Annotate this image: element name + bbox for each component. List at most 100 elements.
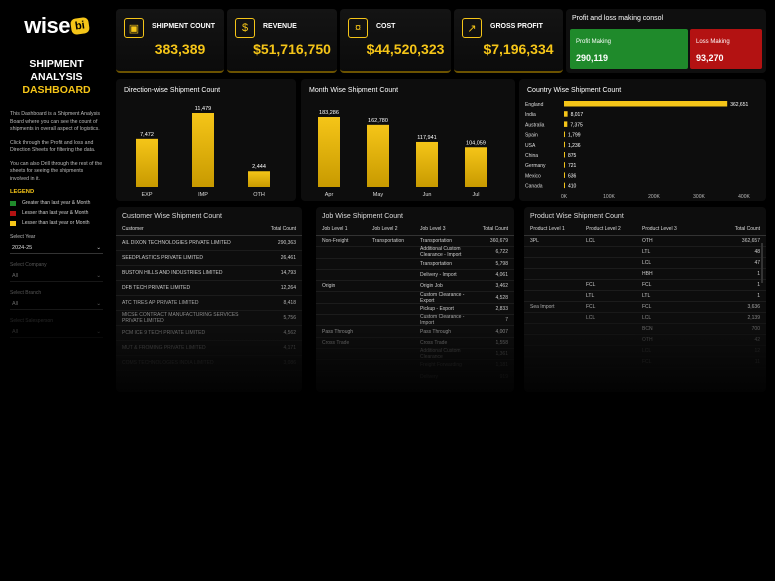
table-row[interactable]: Delivery - Import 4,061: [316, 270, 514, 282]
legend-label: Lesser than last year & Month: [22, 210, 89, 216]
table-cell: 8,418: [283, 300, 296, 306]
table-row[interactable]: 3PL LCL OTH 362,657: [524, 236, 766, 247]
data-label: 362,651: [730, 102, 748, 108]
column-header[interactable]: Total Count: [734, 226, 760, 232]
bar: [136, 138, 158, 187]
table-row[interactable]: MICSE CONTRACT MANUFACTURING SERVICES PR…: [116, 311, 302, 326]
legend-item: Lesser than last year or Month: [10, 220, 103, 226]
column-header[interactable]: Product Level 3: [642, 226, 677, 232]
bar: [367, 124, 389, 187]
table-cell: COMS TECHNOLOGIES INDIA LIMITED: [122, 360, 214, 366]
scrollbar[interactable]: [761, 243, 763, 283]
loss-making-value: 93,270: [696, 53, 724, 63]
table-cell: LTL: [586, 293, 595, 299]
table-row[interactable]: DFB TECH PRIVATE LIMITED 12,264: [116, 281, 302, 296]
table-row[interactable]: LCL 47: [524, 258, 766, 269]
table-row[interactable]: LCL 12: [524, 346, 766, 357]
filter-company-value: All: [12, 273, 19, 279]
column-header[interactable]: Job Level 1: [322, 226, 348, 232]
kpi-value: $51,716,750: [253, 41, 331, 57]
table-row[interactable]: OTH 42: [524, 335, 766, 346]
column-header[interactable]: Job Level 3: [420, 226, 446, 232]
kpi-card-revenue[interactable]: $ REVENUE $51,716,750: [227, 9, 337, 73]
bar: [564, 111, 568, 117]
filter-company-label: Select Company: [10, 262, 47, 268]
table-row[interactable]: Custom Clearance - Export 4,528: [316, 292, 514, 304]
table-row[interactable]: Non-Freight Transportation Transportation 3…: [316, 236, 514, 248]
column-header[interactable]: Product Level 1: [530, 226, 565, 232]
table-row[interactable]: AIL DIXON TECHNOLOGIES PRIVATE LIMITED 29…: [116, 236, 302, 251]
table-row[interactable]: FCL FCL 1: [524, 280, 766, 291]
table-cell: LCL: [642, 260, 652, 266]
table-row[interactable]: Additional Custom Clearance - Import 6,72…: [316, 246, 514, 259]
category-label: May: [373, 192, 384, 198]
table-row[interactable]: ATC TIRES AP PRIVATE LIMITED 8,418: [116, 296, 302, 311]
filter-year-select[interactable]: 2024-25 ⌄: [10, 243, 103, 254]
table-row[interactable]: FCL 11: [524, 357, 766, 368]
table-row[interactable]: Sea Import FCL FCL 3,636: [524, 302, 766, 313]
kpi-card-shipment-count[interactable]: ▣ SHIPMENT COUNT 383,389: [116, 9, 224, 73]
table-row[interactable]: BCN 700: [524, 324, 766, 335]
table-row[interactable]: Transportation 5,798: [316, 259, 514, 270]
kpi-label: COST: [376, 23, 396, 30]
kpi-card-cost[interactable]: ¤ COST $44,520,323: [340, 9, 451, 73]
logo-word: wise: [24, 13, 70, 38]
table-row[interactable]: LCL LCL 2,139: [524, 313, 766, 324]
profit-making-value: 290,119: [576, 53, 609, 63]
table-row[interactable]: LTL 48: [524, 247, 766, 258]
legend-item: Greater than last year & Month: [10, 200, 103, 206]
table-row[interactable]: Origin Origin Job 3,462: [316, 281, 514, 293]
tick-label: 400K: [738, 194, 750, 200]
data-label: 183,286: [319, 110, 339, 116]
table-row[interactable]: Freight Forwarding 1,181: [316, 360, 514, 372]
column-header[interactable]: Customer: [122, 226, 144, 232]
table-row[interactable]: PCM ICE 9 TECH PRIVATE LIMITED 4,562: [116, 326, 302, 341]
column-header[interactable]: Job Level 2: [372, 226, 398, 232]
data-label: 1,236: [568, 143, 581, 149]
table-row[interactable]: Pickup - Export 2,833: [316, 304, 514, 316]
bar: [564, 131, 565, 138]
profit-loss-title: Profit and loss making consol: [572, 15, 664, 22]
table-row[interactable]: HBH 1: [524, 269, 766, 280]
table-header: Customer Total Count: [116, 223, 302, 236]
column-header[interactable]: Total Count: [482, 226, 508, 232]
chart-up-icon: ↗: [462, 18, 482, 38]
table-cell: MUT & FROMING PRIVATE LIMITED: [122, 345, 206, 351]
kpi-value: $7,196,334: [483, 41, 554, 57]
filter-branch-select[interactable]: All ⌄: [10, 299, 103, 310]
table-row[interactable]: LTL LTL 1: [524, 291, 766, 302]
filter-salesperson-select[interactable]: All ⌄: [10, 327, 103, 338]
table-row[interactable]: Pass Through Pass Through 4,007: [316, 326, 514, 338]
table-cell: ATC TIRES AP PRIVATE LIMITED: [122, 300, 199, 306]
table-row[interactable]: Custom Clearance - Import 7: [316, 314, 514, 327]
table-cell: LTL: [642, 293, 651, 299]
column-header[interactable]: Product Level 2: [586, 226, 621, 232]
filter-company-select[interactable]: All ⌄: [10, 271, 103, 282]
table-row[interactable]: BUSTON HILLS AND INDUSTRIES LIMITED 14,79…: [116, 266, 302, 281]
profit-making-tile[interactable]: Profit Making 290,119: [570, 29, 688, 69]
table-cell: Transportation: [372, 238, 405, 245]
data-label: 636: [568, 173, 577, 179]
month-bar-chart: 183,286 Apr 162,780 May 117,941 Jun 104,059 Jul: [318, 110, 487, 198]
category-label: Apr: [325, 192, 334, 198]
table-row[interactable]: MUT & FROMING PRIVATE LIMITED 4,171: [116, 341, 302, 356]
table-row[interactable]: Cross Trade Cross Trade 1,558: [316, 338, 514, 349]
table-cell: 26,461: [280, 255, 296, 261]
dashboard-title-line1: SHIPMENT: [29, 58, 84, 70]
loss-making-tile[interactable]: Loss Making 93,270: [690, 29, 762, 69]
column-header[interactable]: Total Count: [270, 226, 296, 232]
table-cell: 4,562: [283, 330, 296, 336]
table-cell: LCL: [586, 238, 596, 244]
table-row[interactable]: COMS TECHNOLOGIES INDIA LIMITED 3,086: [116, 356, 302, 371]
data-label: 721: [568, 163, 577, 169]
table-row[interactable]: SEEDPLASTICS PRIVATE LIMITED 26,461: [116, 251, 302, 266]
table-cell: FCL: [586, 304, 596, 310]
table-cell: FCL: [642, 359, 652, 365]
kpi-card-gross-profit[interactable]: ↗ GROSS PROFIT $7,196,334: [454, 9, 563, 73]
table-row[interactable]: Delivery 919: [316, 372, 514, 383]
filter-salesperson-label: Select Salesperson: [10, 318, 54, 324]
table-cell: Additional Custom Clearance: [420, 348, 461, 361]
table-row[interactable]: Additional Custom Clearance 1,361: [316, 348, 514, 361]
legend-title: LEGEND: [10, 189, 35, 195]
data-label: 875: [568, 153, 577, 159]
